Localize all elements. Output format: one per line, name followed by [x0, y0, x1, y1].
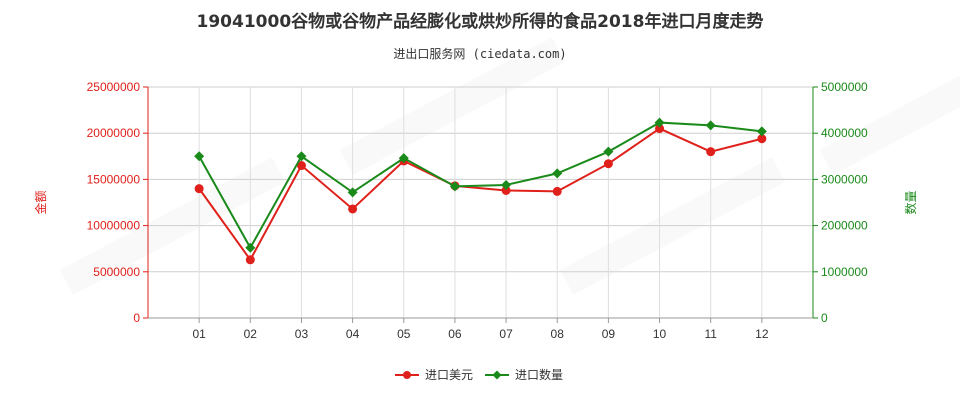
x-tick-label: 11: [704, 327, 717, 341]
series-2-point: [245, 242, 256, 253]
series-2-point: [296, 151, 307, 162]
right-tick-label: 5000000: [821, 80, 868, 94]
watermark-mark: [339, 37, 566, 175]
series-1-point: [552, 186, 562, 196]
right-axis-ticks: 0 1000000 2000000 3000000 4000000 5000000: [813, 80, 868, 325]
x-tick-label: 08: [551, 327, 565, 341]
legend-label-1[interactable]: 进口美元: [425, 368, 473, 382]
left-tick-label: 5000000: [93, 265, 140, 279]
series-2-point: [654, 117, 665, 128]
series-2-point: [756, 126, 767, 137]
series-1-point: [348, 204, 358, 214]
x-tick-label: 01: [192, 327, 206, 341]
right-tick-label: 2000000: [821, 219, 868, 233]
series-1-point: [706, 147, 716, 157]
series-1-point: [245, 255, 255, 265]
right-tick-label: 1000000: [821, 265, 868, 279]
series-2-point: [194, 151, 205, 162]
left-tick-label: 15000000: [87, 172, 141, 186]
x-tick-label: 06: [448, 327, 462, 341]
right-tick-label: 4000000: [821, 126, 868, 140]
series-1-point: [655, 124, 665, 134]
right-axis-label: 数量: [903, 190, 918, 214]
left-axis-label: 金额: [33, 190, 48, 214]
left-axis-ticks: 0 5000000 10000000 15000000 20000000 25000000: [87, 80, 148, 325]
series-2-point: [449, 181, 460, 192]
x-tick-label: 03: [295, 327, 309, 341]
legend-label-2[interactable]: 进口数量: [515, 367, 563, 382]
watermark-mark: [820, 37, 960, 175]
series-2-point: [501, 179, 512, 190]
legend-marker-2: [492, 370, 502, 380]
axes: [147, 87, 814, 319]
series-line-2: [198, 121, 762, 250]
series-2-point: [603, 146, 614, 157]
series-2-point: [552, 168, 563, 179]
left-tick-label: 10000000: [87, 219, 141, 233]
x-tick-label: 02: [244, 327, 258, 341]
series-2-point: [398, 153, 409, 164]
series-2-point: [705, 120, 716, 131]
chart-subtitle: 进出口服务网 (ciedata.com): [393, 46, 566, 61]
right-tick-label: 0: [821, 311, 828, 325]
x-tick-label: 10: [653, 327, 667, 341]
series-1-point: [296, 161, 306, 171]
x-tick-label: 05: [397, 327, 411, 341]
series-1-point: [501, 185, 511, 195]
x-tick-label: 07: [499, 327, 513, 341]
series-1-point: [603, 159, 613, 169]
series-1-point: [194, 184, 204, 194]
watermark-layer: [59, 37, 960, 295]
legend: 进口美元 进口数量: [395, 367, 563, 382]
x-tick-label: 04: [346, 327, 360, 341]
left-tick-label: 20000000: [87, 126, 141, 140]
x-axis-ticks: 01 02 03 04 05 06 07 08 09 10 11 12: [192, 318, 769, 341]
series-layer: [194, 117, 767, 265]
series-line-1: [198, 127, 763, 262]
left-tick-label: 25000000: [87, 80, 141, 94]
left-tick-label: 0: [133, 311, 140, 325]
x-tick-label: 12: [755, 327, 769, 341]
right-tick-label: 3000000: [821, 172, 868, 186]
series-2-point: [347, 187, 358, 198]
x-tick-label: 09: [602, 327, 616, 341]
series-1-point: [757, 134, 767, 144]
legend-marker-1: [403, 371, 411, 379]
chart-title: 19041000谷物或谷物产品经膨化或烘炒所得的食品2018年进口月度走势: [197, 11, 764, 32]
